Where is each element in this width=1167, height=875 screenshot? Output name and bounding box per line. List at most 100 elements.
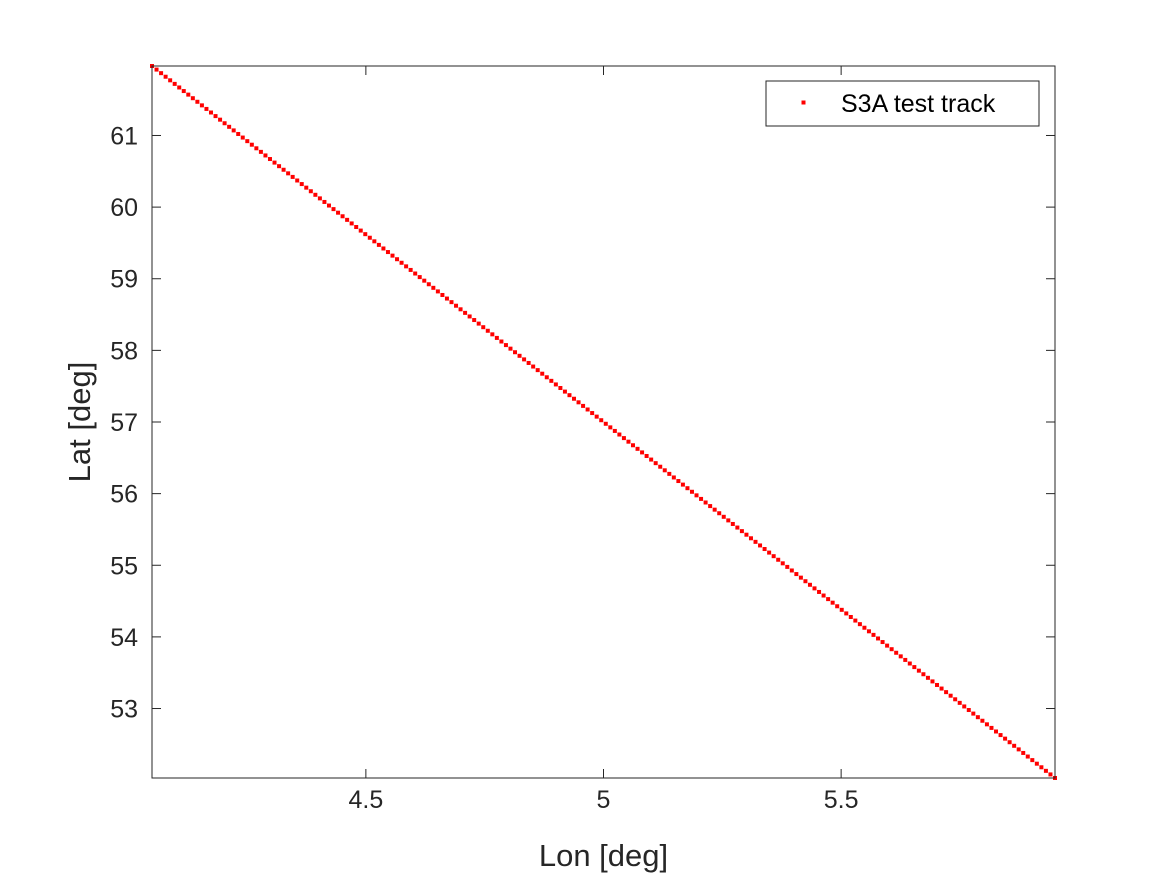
- data-point: [435, 289, 440, 294]
- data-point: [313, 192, 318, 197]
- data-point: [989, 725, 994, 730]
- data-point: [789, 568, 794, 573]
- data-point: [758, 543, 763, 548]
- data-point: [812, 586, 817, 591]
- data-point: [567, 393, 572, 398]
- data-point: [821, 593, 826, 598]
- data-point: [667, 471, 672, 476]
- data-point: [263, 153, 268, 158]
- data-point: [894, 650, 899, 655]
- data-point: [399, 260, 404, 265]
- data-point: [939, 686, 944, 691]
- data-point: [762, 547, 767, 552]
- data-point: [626, 439, 631, 444]
- data-point: [290, 174, 295, 179]
- data-point: [644, 453, 649, 458]
- data-point: [830, 600, 835, 605]
- data-point: [594, 414, 599, 419]
- data-point: [712, 507, 717, 512]
- data-point: [889, 647, 894, 652]
- data-point: [844, 611, 849, 616]
- data-point: [957, 700, 962, 705]
- data-point: [649, 457, 654, 462]
- data-point: [1034, 761, 1039, 766]
- data-point: [358, 228, 363, 233]
- data-point: [367, 235, 372, 240]
- y-tick-label: 57: [110, 409, 138, 437]
- data-point: [785, 564, 790, 569]
- data-point: [322, 199, 327, 204]
- data-point: [431, 285, 436, 290]
- data-point: [880, 640, 885, 645]
- data-point: [199, 103, 204, 108]
- data-point: [413, 271, 418, 276]
- y-tick-label: 59: [110, 266, 138, 294]
- data-point: [767, 550, 772, 555]
- data-point: [372, 239, 377, 244]
- data-point: [458, 307, 463, 312]
- data-point: [499, 339, 504, 344]
- data-point: [558, 386, 563, 391]
- data-point: [531, 364, 536, 369]
- data-point: [930, 679, 935, 684]
- data-point: [658, 464, 663, 469]
- data-point: [717, 511, 722, 516]
- data-point: [1039, 765, 1044, 770]
- data-point: [1003, 736, 1008, 741]
- data-point: [794, 572, 799, 577]
- data-point: [848, 614, 853, 619]
- data-point: [1048, 772, 1053, 777]
- data-point: [735, 525, 740, 530]
- data-point: [721, 514, 726, 519]
- data-point: [980, 718, 985, 723]
- legend-marker-s3a-test-track: [801, 100, 806, 105]
- x-axis-label: Lon [deg]: [539, 838, 668, 873]
- data-point: [653, 461, 658, 466]
- data-point: [426, 282, 431, 287]
- data-point: [513, 350, 518, 355]
- data-point: [925, 675, 930, 680]
- data-point: [154, 67, 159, 72]
- data-point: [817, 589, 822, 594]
- data-point: [640, 450, 645, 455]
- data-point: [485, 328, 490, 333]
- data-point: [349, 221, 354, 226]
- data-point: [254, 146, 259, 151]
- data-point: [835, 604, 840, 609]
- data-point: [630, 443, 635, 448]
- data-point: [617, 432, 622, 437]
- data-point: [885, 643, 890, 648]
- data-point: [771, 554, 776, 559]
- data-point: [703, 500, 708, 505]
- data-point: [916, 668, 921, 673]
- x-tick-label: 4.5: [348, 786, 383, 814]
- data-point: [585, 407, 590, 412]
- data-point: [898, 654, 903, 659]
- data-point: [213, 114, 218, 119]
- data-point: [240, 135, 245, 140]
- data-point: [395, 257, 400, 262]
- data-point: [177, 85, 182, 90]
- data-point: [726, 518, 731, 523]
- data-point: [680, 482, 685, 487]
- data-point: [966, 708, 971, 713]
- y-tick-label: 55: [110, 552, 138, 580]
- data-point: [998, 733, 1003, 738]
- data-point: [236, 131, 241, 136]
- data-point: [776, 557, 781, 562]
- data-point: [608, 425, 613, 430]
- data-point: [440, 292, 445, 297]
- data-point: [826, 597, 831, 602]
- data-point: [685, 486, 690, 491]
- data-point: [494, 335, 499, 340]
- data-point: [935, 682, 940, 687]
- data-point: [572, 396, 577, 401]
- data-point: [1021, 750, 1026, 755]
- data-point: [839, 607, 844, 612]
- data-point: [803, 579, 808, 584]
- data-point: [340, 214, 345, 219]
- axes-box: [151, 65, 1056, 779]
- y-tick-label: 58: [110, 337, 138, 365]
- data-point: [245, 139, 250, 144]
